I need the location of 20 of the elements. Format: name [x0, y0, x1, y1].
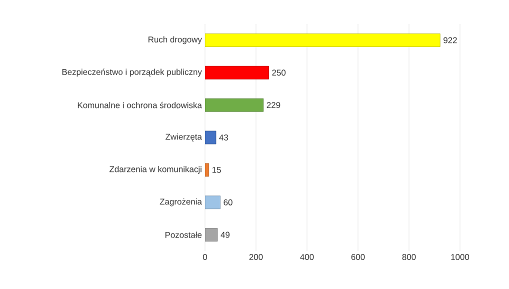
y-tick-label: Zdarzenia w komunikacji	[110, 166, 202, 174]
y-tick-label: Komunalne i ochrona środowiska	[78, 102, 202, 108]
data-label: 250	[272, 70, 286, 76]
y-tick-label: Pozostałe	[165, 232, 202, 238]
data-label: 229	[266, 102, 280, 108]
y-tick-label: Bezpieczeństwo i porządek publiczny	[62, 68, 202, 77]
data-label: 922	[444, 37, 457, 44]
data-label: 15	[212, 166, 221, 173]
x-tick-label: 600	[351, 254, 365, 260]
x-tick-label: 0	[202, 254, 208, 260]
y-tick-label: Zagrożenia	[160, 198, 202, 206]
x-tick-label: 200	[249, 254, 263, 260]
data-label: 43	[219, 134, 228, 140]
x-tick-label: 1000	[451, 254, 470, 260]
y-tick-label: Ruch drogowy	[148, 36, 202, 44]
data-label: 60	[224, 199, 232, 206]
x-tick-label: 400	[300, 254, 314, 260]
data-label: 49	[220, 232, 230, 238]
x-tick-label: 800	[402, 254, 416, 260]
y-tick-label: Zwierzęta	[166, 134, 202, 142]
